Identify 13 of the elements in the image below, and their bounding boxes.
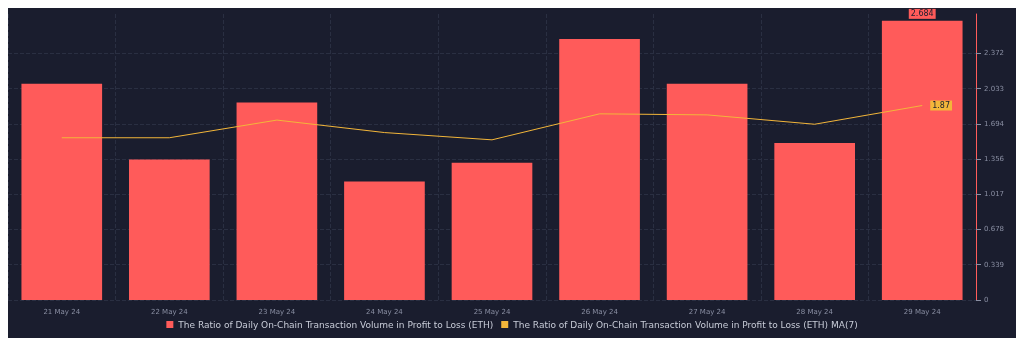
line-series [61, 105, 923, 141]
bar [236, 102, 318, 300]
bar [129, 159, 210, 300]
bar [559, 38, 640, 300]
bar [21, 83, 103, 300]
bar [774, 142, 855, 300]
legend-label: The Ratio of Daily On-Chain Transaction Volume in Profit to Loss (ETH) [177, 319, 494, 330]
bar [344, 181, 425, 300]
data-label: 2.684 [910, 9, 934, 19]
bar [666, 83, 748, 300]
bar [451, 162, 533, 300]
data-label: 1.87 [932, 101, 951, 111]
legend-label: The Ratio of Daily On-Chain Transaction Volume in Profit to Loss (ETH) MA(7) [512, 319, 858, 330]
